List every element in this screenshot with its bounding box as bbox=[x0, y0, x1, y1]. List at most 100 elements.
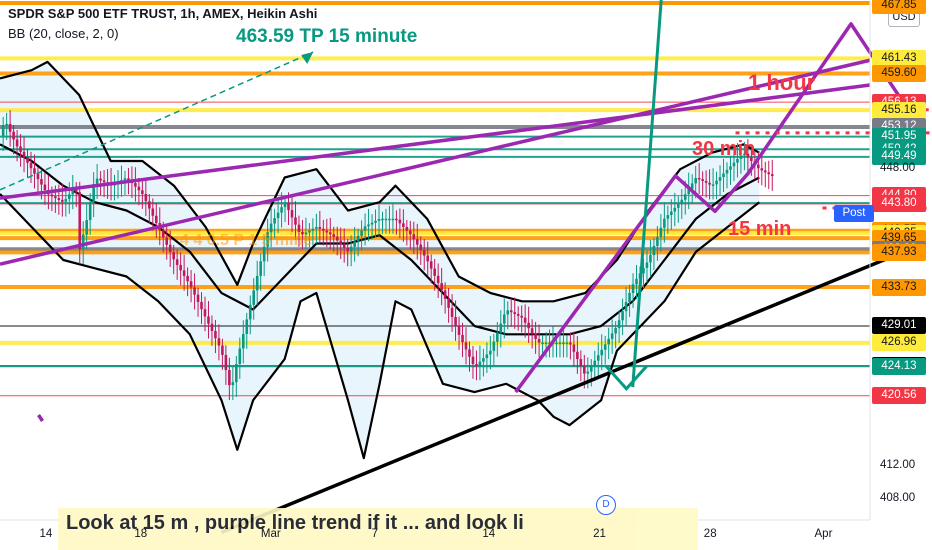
candle-body bbox=[221, 345, 224, 355]
price-label[interactable]: 429.01 bbox=[872, 317, 926, 335]
candle-body bbox=[736, 158, 739, 163]
candle-body bbox=[40, 179, 43, 185]
symbol-title: SPDR S&P 500 ETF TRUST, 1h, AMEX, Heikin… bbox=[8, 6, 318, 21]
drawings bbox=[0, 0, 932, 534]
post-market-tag: Post bbox=[834, 205, 874, 222]
candle-body bbox=[370, 222, 374, 225]
candle-body bbox=[280, 207, 283, 213]
candle-body bbox=[645, 262, 649, 268]
candle-body bbox=[127, 178, 130, 180]
candle-body bbox=[266, 232, 269, 247]
x-tick-label: 14 bbox=[39, 528, 53, 540]
x-tick-label: 21 bbox=[593, 528, 606, 540]
candle-body bbox=[673, 207, 677, 212]
candle-body bbox=[614, 328, 617, 334]
candle-body bbox=[565, 342, 569, 345]
candle-body bbox=[179, 264, 182, 271]
candle-body bbox=[325, 230, 329, 233]
price-label[interactable]: 443.80 bbox=[872, 195, 926, 213]
price-label[interactable]: 455.16 bbox=[872, 101, 926, 119]
candle-body bbox=[231, 382, 235, 386]
candle-body bbox=[527, 322, 530, 329]
candle-body bbox=[22, 151, 26, 158]
candle-body bbox=[718, 177, 722, 181]
candle-body bbox=[468, 349, 471, 357]
candle-body bbox=[276, 212, 280, 219]
candle-body bbox=[656, 236, 659, 246]
price-label[interactable]: 433.73 bbox=[872, 278, 926, 296]
candle-body bbox=[610, 333, 614, 339]
candle-body bbox=[148, 201, 151, 209]
candle-body bbox=[725, 169, 729, 174]
price-label[interactable]: 459.60 bbox=[872, 65, 926, 82]
price-label[interactable]: 437.93 bbox=[872, 243, 926, 261]
candle-body bbox=[273, 218, 276, 224]
dividend-marker[interactable]: D bbox=[596, 495, 616, 515]
candle-body bbox=[154, 215, 158, 224]
candle-body bbox=[50, 194, 54, 197]
candle-body bbox=[33, 168, 36, 174]
candle-body bbox=[461, 334, 464, 343]
candle-body bbox=[464, 342, 468, 350]
candle-body bbox=[492, 341, 496, 351]
x-tick-label: 7 bbox=[371, 528, 378, 540]
candle-body bbox=[454, 316, 457, 327]
candle-body bbox=[405, 226, 409, 231]
candle-body bbox=[649, 255, 652, 263]
candle-body bbox=[471, 356, 475, 364]
candle-body bbox=[64, 198, 68, 202]
green-arrow-head bbox=[301, 52, 314, 64]
candle-body bbox=[287, 202, 290, 211]
candle-body bbox=[516, 313, 520, 316]
candle-body bbox=[165, 237, 169, 245]
candle-body bbox=[388, 218, 391, 221]
candle-body bbox=[102, 180, 106, 183]
price-label[interactable]: 426.96 bbox=[872, 334, 926, 352]
candle-body bbox=[537, 339, 541, 343]
annotation-tp-15-minute: 463.59 TP 15 minute bbox=[236, 26, 418, 47]
candle-body bbox=[161, 230, 165, 238]
price-label[interactable]: 467.85 bbox=[872, 0, 926, 14]
candle-body bbox=[224, 354, 228, 371]
candle-body bbox=[141, 190, 144, 194]
candle-body bbox=[123, 178, 127, 181]
candle-body bbox=[283, 202, 287, 208]
indicator-legend[interactable]: BB (20, close, 2, 0) bbox=[8, 26, 119, 41]
candle-body bbox=[499, 323, 503, 333]
candle-body bbox=[193, 287, 196, 295]
candle-body bbox=[433, 268, 436, 276]
candle-body bbox=[311, 228, 315, 231]
candle-body bbox=[346, 247, 349, 252]
purple-trendline-upper bbox=[0, 83, 871, 200]
candle-body bbox=[757, 164, 760, 169]
candle-body bbox=[297, 224, 301, 232]
candle-body bbox=[502, 314, 506, 324]
candle-body bbox=[642, 267, 645, 274]
candle-body bbox=[294, 217, 297, 225]
price-label[interactable]: 461.43 bbox=[872, 49, 926, 67]
x-tick-label: 28 bbox=[703, 528, 717, 540]
price-label[interactable]: 449.49 bbox=[872, 148, 926, 166]
candle-body bbox=[763, 170, 767, 173]
candle-body bbox=[443, 290, 447, 299]
candle-body bbox=[509, 310, 513, 313]
candle-body bbox=[426, 255, 430, 262]
purple-projection-path bbox=[514, 22, 919, 394]
candle-body bbox=[436, 275, 440, 284]
purple-trendline-lower bbox=[0, 58, 871, 266]
candle-body bbox=[54, 196, 57, 199]
candle-body bbox=[322, 228, 325, 231]
candle-body bbox=[186, 275, 189, 282]
price-label[interactable]: 420.56 bbox=[872, 387, 926, 405]
candle-body bbox=[690, 183, 694, 189]
candle-body bbox=[144, 193, 148, 202]
green-target-arrow-line bbox=[0, 51, 314, 191]
candle-body bbox=[475, 364, 478, 366]
candle-body bbox=[12, 131, 15, 140]
candle-body bbox=[513, 312, 517, 314]
candle-body bbox=[356, 235, 360, 242]
price-label[interactable]: 424.13 bbox=[872, 357, 926, 375]
candle-body bbox=[760, 168, 764, 171]
